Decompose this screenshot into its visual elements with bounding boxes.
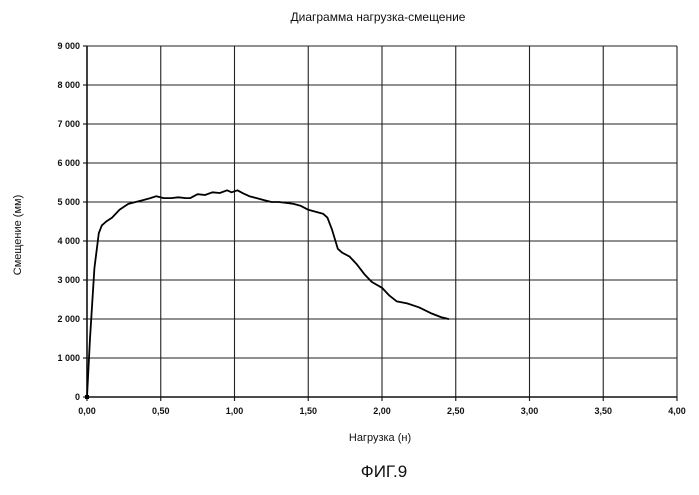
chart-axes [83,46,677,401]
y-axis-title: Смещение (мм) [12,195,24,276]
x-tick-label: 3,00 [521,406,539,416]
y-tick-label: 8 000 [57,80,80,90]
y-tick-label: 9 000 [57,41,80,51]
y-tick-label: 6 000 [57,158,80,168]
series-line [87,190,448,397]
figure-caption: ФИГ.9 [361,462,407,481]
x-tick-label: 0,50 [152,406,170,416]
y-tick-label: 4 000 [57,236,80,246]
x-tick-label: 0,00 [78,406,96,416]
y-tick-label: 0 [75,392,80,402]
x-tick-label: 1,00 [226,406,244,416]
chart-grid [87,46,677,397]
x-tick-label: 2,00 [373,406,391,416]
series-start-marker [85,395,89,399]
x-tick-label: 4,00 [668,406,686,416]
y-tick-labels: 0 1 000 2 000 3 000 4 000 5 000 6 000 7 000 8 00… [57,41,80,402]
x-tick-label: 1,50 [299,406,317,416]
y-tick-label: 1 000 [57,353,80,363]
x-axis-title: Нагрузка (н) [349,432,411,444]
y-tick-label: 7 000 [57,119,80,129]
y-tick-label: 3 000 [57,275,80,285]
y-tick-label: 5 000 [57,197,80,207]
chart-title: Диаграмма нагрузка-смещение [291,10,466,24]
series-layer [85,190,448,399]
x-tick-labels: 0,00 0,50 1,00 1,50 2,00 2,50 3,00 3,50 4,00 [78,406,686,416]
x-tick-label: 2,50 [447,406,465,416]
x-tick-label: 3,50 [594,406,612,416]
y-tick-label: 2 000 [57,314,80,324]
